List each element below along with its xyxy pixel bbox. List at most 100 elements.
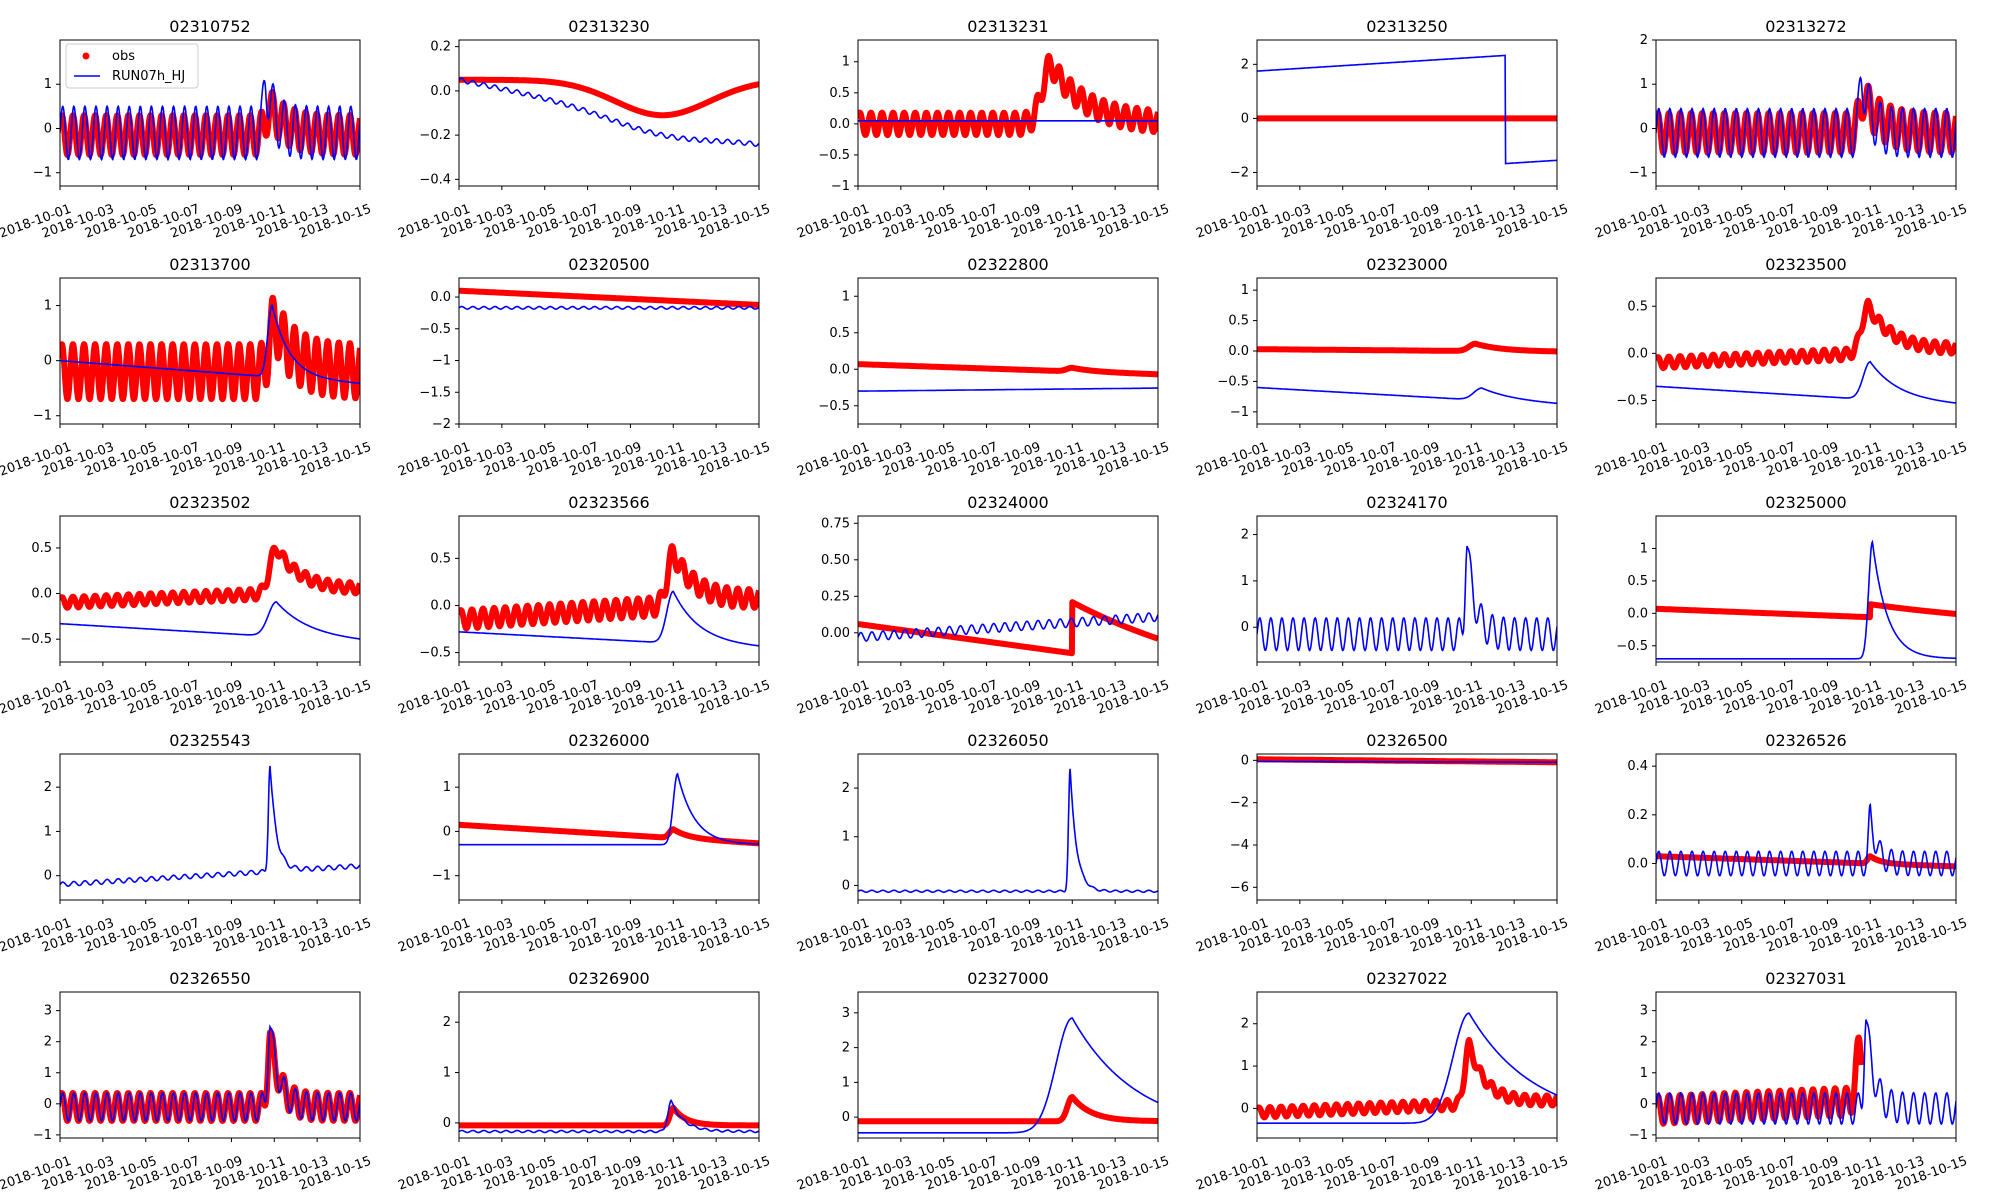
subplot-title: 02325543	[169, 731, 250, 750]
y-tick-label: 0.00	[821, 626, 850, 641]
y-tick-label: 1	[1241, 283, 1249, 298]
axes-frame	[1655, 991, 1957, 1139]
model-series	[1656, 1019, 1956, 1126]
model-series	[60, 1023, 360, 1123]
subplot-title: 02313272	[1765, 17, 1846, 36]
y-tick-label: 2	[842, 1041, 850, 1056]
model-series	[1257, 760, 1557, 764]
legend: obs RUN07h_HJ	[65, 43, 199, 89]
y-tick-label: 0	[44, 1097, 52, 1112]
y-tick-label: 0	[842, 878, 850, 893]
series-group	[858, 52, 1158, 139]
obs-series	[1257, 1037, 1557, 1121]
series-group	[1656, 802, 1956, 877]
subplot-02325000: 02325000−0.50.00.512018-10-012018-10-032…	[1593, 493, 1969, 718]
series-group	[858, 768, 1158, 894]
subplot-02326000: 02326000−1012018-10-012018-10-032018-10-…	[396, 731, 772, 956]
y-tick-label: 0.5	[1228, 314, 1249, 329]
y-tick-label: 0	[1241, 1101, 1249, 1116]
y-tick-label: 0.5	[1627, 574, 1648, 589]
subplot-02326500: 02326500−6−4−202018-10-012018-10-032018-…	[1194, 731, 1570, 956]
subplot-title: 02313700	[169, 255, 250, 274]
series-group	[459, 772, 759, 847]
y-tick-label: 0	[1640, 121, 1648, 136]
subplot-02322800: 02322800−0.50.00.512018-10-012018-10-032…	[795, 255, 1171, 480]
y-tick-label: 0	[44, 121, 52, 136]
subplot-title: 02326550	[169, 969, 250, 988]
axes-frame	[1655, 515, 1957, 663]
subplot-title: 02327031	[1765, 969, 1846, 988]
y-tick-label: 0	[1241, 620, 1249, 635]
series-group	[1257, 54, 1557, 165]
subplot-title: 02310752	[169, 17, 250, 36]
y-tick-label: 0.5	[829, 326, 850, 341]
y-tick-label: 1	[1640, 1066, 1648, 1081]
axes-frame	[857, 515, 1159, 663]
subplot-02326050: 023260500122018-10-012018-10-032018-10-0…	[795, 731, 1171, 956]
y-tick-label: 2	[443, 1015, 451, 1030]
y-tick-label: −0.2	[419, 128, 451, 143]
axes-frame	[458, 991, 760, 1139]
y-tick-label: 0	[443, 1116, 451, 1131]
y-tick-label: 0.0	[1627, 857, 1648, 872]
y-tick-label: 0.0	[430, 598, 451, 613]
y-tick-label: 0.0	[31, 587, 52, 602]
y-tick-label: −6	[1230, 880, 1249, 895]
y-tick-label: 0	[1640, 1097, 1648, 1112]
axes-frame	[59, 277, 361, 425]
series-group	[459, 543, 759, 647]
y-tick-label: 1	[44, 77, 52, 92]
subplot-title: 02320500	[568, 255, 649, 274]
subplot-title: 02313230	[568, 17, 649, 36]
subplot-title: 02327022	[1366, 969, 1447, 988]
series-group	[459, 1098, 759, 1134]
y-tick-label: 1	[842, 55, 850, 70]
y-tick-label: −1	[1629, 1128, 1648, 1143]
y-tick-label: 1	[1640, 77, 1648, 92]
model-series	[1656, 75, 1956, 159]
legend-obs-label: obs	[112, 49, 135, 64]
y-tick-label: 2	[842, 781, 850, 796]
series-group	[1656, 539, 1956, 660]
series-group	[1257, 1012, 1557, 1124]
obs-series	[1656, 601, 1956, 621]
y-tick-label: 0.0	[1627, 346, 1648, 361]
model-series	[858, 612, 1158, 642]
y-tick-label: 0	[1241, 753, 1249, 768]
y-tick-label: 1	[443, 1066, 451, 1081]
subplot-02327031: 02327031−101232018-10-012018-10-032018-1…	[1593, 969, 1969, 1194]
y-tick-label: 0.5	[430, 551, 451, 566]
axes-frame	[1256, 991, 1558, 1139]
subplot-02327000: 0232700001232018-10-012018-10-032018-10-…	[795, 969, 1171, 1194]
axes-frame	[1256, 39, 1558, 187]
subplot-title: 02326500	[1366, 731, 1447, 750]
subplot-title: 02326900	[568, 969, 649, 988]
series-group	[1656, 297, 1956, 404]
y-tick-label: 0	[842, 1110, 850, 1125]
series-group	[60, 79, 360, 162]
subplot-02313231: 02313231−1−0.50.00.512018-10-012018-10-0…	[795, 17, 1171, 242]
axes-frame	[458, 277, 760, 425]
subplot-title: 02313231	[967, 17, 1048, 36]
series-group	[60, 765, 360, 887]
series-group	[459, 76, 759, 148]
obs-series	[858, 1094, 1158, 1125]
subplot-02313272: 02313272−10122018-10-012018-10-032018-10…	[1593, 17, 1969, 242]
y-tick-label: −2	[432, 417, 451, 432]
y-tick-label: −1	[831, 179, 850, 194]
y-tick-label: −0.5	[1217, 374, 1249, 389]
y-tick-label: 2	[1241, 528, 1249, 543]
series-group	[858, 361, 1158, 392]
subplot-02323566: 02323566−0.50.00.52018-10-012018-10-0320…	[396, 493, 772, 718]
y-tick-label: 1	[1640, 541, 1648, 556]
subplot-title: 02323566	[568, 493, 649, 512]
axes-frame	[857, 277, 1159, 425]
y-tick-label: −1	[33, 166, 52, 181]
model-series	[1656, 802, 1956, 877]
model-series	[1656, 360, 1956, 404]
y-tick-label: 0.2	[1627, 808, 1648, 823]
subplot-title: 02324170	[1366, 493, 1447, 512]
axes-frame	[59, 39, 361, 187]
y-tick-label: 0.0	[430, 290, 451, 305]
